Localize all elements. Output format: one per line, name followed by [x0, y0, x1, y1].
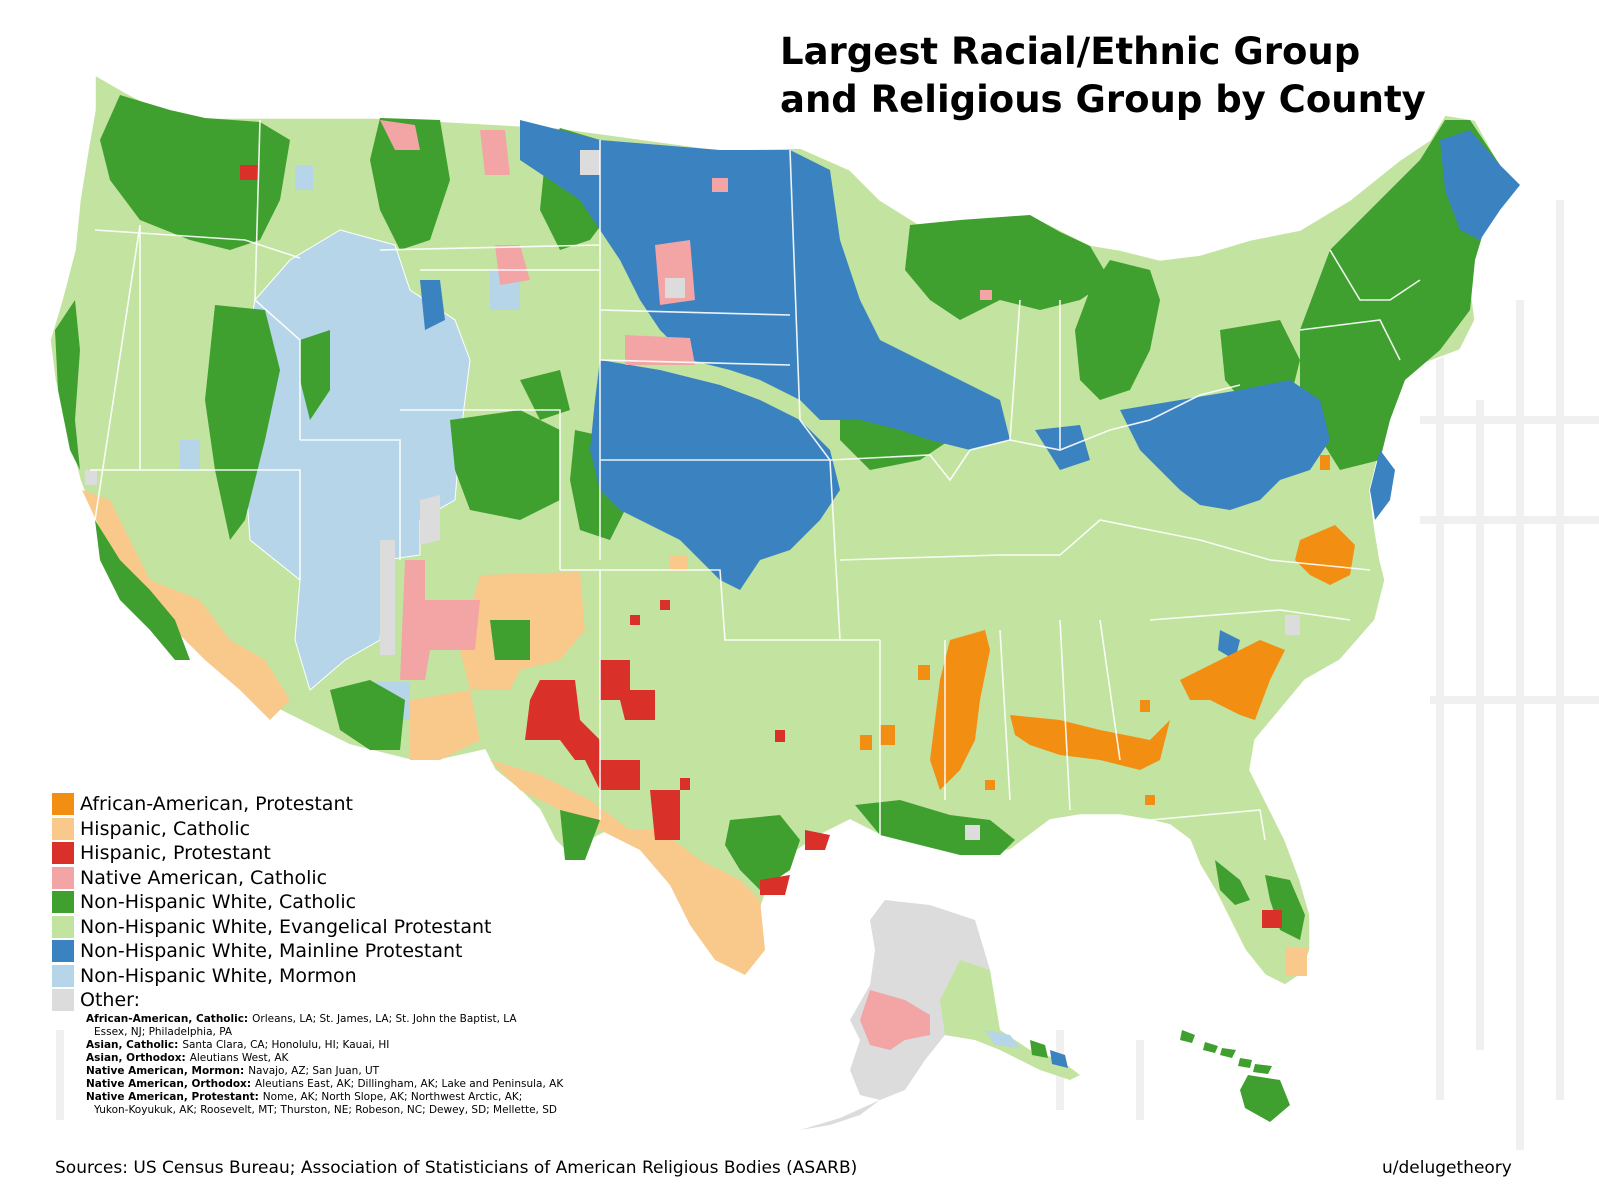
other-note-counties: Navajo, AZ; San Juan, UT: [248, 1065, 380, 1077]
legend-swatch: [52, 964, 74, 987]
legend-label: Non-Hispanic White, Catholic: [80, 891, 357, 914]
alaska: [800, 900, 1080, 1130]
legend-item: African-American, Protestant: [52, 792, 491, 817]
legend-swatch: [52, 866, 74, 889]
other-note-counties: Aleutians East, AK; Dillingham, AK; Lake…: [255, 1078, 564, 1090]
legend-swatch: [52, 989, 74, 1012]
region-mormon-nv: [180, 440, 200, 470]
other-note: Asian, Orthodox: Aleutians West, AK: [86, 1052, 563, 1065]
region-hispanic-catholic-tx: [490, 760, 765, 975]
map-title: Largest Racial/Ethnic Group and Religiou…: [780, 28, 1426, 124]
other-note-group: African-American, Catholic:: [86, 1013, 249, 1025]
legend-item: Other:: [52, 988, 491, 1013]
other-note: Native American, Protestant: Nome, AK; No…: [86, 1091, 563, 1104]
other-note: Native American, Mormon: Navajo, AZ; San …: [86, 1065, 563, 1078]
legend-label: African-American, Protestant: [80, 793, 353, 816]
region-mainline: [420, 120, 1520, 660]
state-borders: [90, 119, 1421, 841]
hawaii: [1180, 1030, 1290, 1122]
legend-swatch: [52, 940, 74, 963]
other-note-group: Asian, Catholic:: [86, 1039, 179, 1051]
legend-item: Non-Hispanic White, Evangelical Protesta…: [52, 915, 491, 940]
region-hispanic-catholic-fl: [1285, 948, 1307, 976]
credit-text: u/delugetheory: [1382, 1158, 1512, 1178]
legend: African-American, Protestant Hispanic, C…: [52, 792, 491, 1013]
other-note-group: Asian, Orthodox:: [86, 1052, 186, 1064]
region-hispanic-catholic-ca: [82, 490, 290, 720]
legend-item: Native American, Catholic: [52, 866, 491, 891]
legend-item: Hispanic, Catholic: [52, 817, 491, 842]
legend-swatch: [52, 817, 74, 840]
title-line-1: Largest Racial/Ethnic Group: [780, 30, 1361, 73]
legend-label: Hispanic, Protestant: [80, 842, 271, 865]
other-note-group: Native American, Protestant:: [86, 1091, 259, 1103]
legend-label: Non-Hispanic White, Evangelical Protesta…: [80, 915, 492, 938]
legend-item: Non-Hispanic White, Mormon: [52, 964, 491, 989]
legend-item: Non-Hispanic White, Mainline Protestant: [52, 939, 491, 964]
legend-item: Hispanic, Protestant: [52, 841, 491, 866]
legend-swatch: [52, 842, 74, 865]
background-grid: [56, 200, 1599, 1150]
region-other: [85, 150, 1300, 840]
region-hispanic-catholic-ks: [670, 555, 688, 571]
sources-text: Sources: US Census Bureau; Association o…: [55, 1158, 858, 1178]
other-note: African-American, Catholic: Orleans, LA; …: [86, 1013, 563, 1026]
legend-label: Hispanic, Catholic: [80, 817, 251, 840]
legend-swatch: [52, 793, 74, 816]
title-line-2: and Religious Group by County: [780, 78, 1426, 121]
other-note-counties: Santa Clara, CA; Honolulu, HI; Kauai, HI: [182, 1039, 390, 1051]
legend-item: Non-Hispanic White, Catholic: [52, 890, 491, 915]
legend-swatch: [52, 915, 74, 938]
region-mormon-wa: [295, 165, 313, 190]
legend-label: Non-Hispanic White, Mainline Protestant: [80, 940, 463, 963]
legend-label: Other:: [80, 989, 141, 1012]
other-note: Asian, Catholic: Santa Clara, CA; Honolul…: [86, 1039, 563, 1052]
legend-swatch: [52, 891, 74, 914]
other-note-group: Native American, Mormon:: [86, 1065, 245, 1077]
other-note-counties: Aleutians West, AK: [189, 1052, 289, 1064]
legend-label: Native American, Catholic: [80, 866, 328, 889]
other-note-group: Native American, Orthodox:: [86, 1078, 252, 1090]
region-african-american-protestant: [860, 455, 1355, 805]
other-notes: African-American, Catholic: Orleans, LA; …: [86, 1013, 563, 1117]
other-note-cont: Yukon-Koyukuk, AK; Roosevelt, MT; Thurst…: [94, 1104, 557, 1116]
other-note-cont: Essex, NJ; Philadelphia, PA: [94, 1026, 233, 1038]
other-note-counties: Orleans, LA; St. James, LA; St. John the…: [252, 1013, 517, 1025]
region-hispanic-catholic-az: [410, 690, 480, 760]
legend-label: Non-Hispanic White, Mormon: [80, 964, 357, 987]
other-note-counties: Nome, AK; North Slope, AK; Northwest Arc…: [262, 1091, 523, 1103]
region-hispanic-protestant: [240, 165, 1282, 928]
other-note: Native American, Orthodox: Aleutians East…: [86, 1078, 563, 1091]
